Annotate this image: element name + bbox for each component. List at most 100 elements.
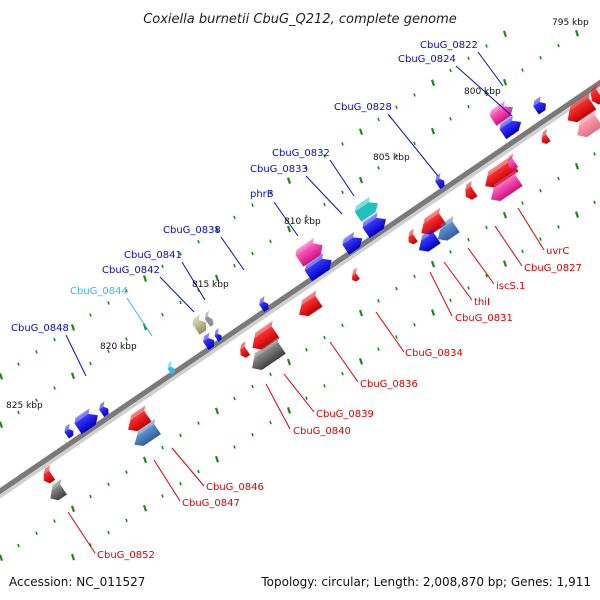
feature-cbug-0847[interactable]: [129, 418, 164, 450]
feature-cbug-0852[interactable]: [45, 478, 71, 503]
feature-small-p1[interactable]: [504, 153, 522, 171]
gene-label-cbug-0852[interactable]: CbuG_0852: [97, 550, 155, 561]
tick-mark: [0, 554, 4, 562]
feature-small-b2-body: [99, 406, 109, 417]
feature-cbug-0841-body: [192, 319, 207, 335]
feature-cbug-0832[interactable]: [352, 195, 381, 222]
tick-mark: [53, 386, 56, 390]
gene-label-cbug-0847[interactable]: CbuG_0847: [182, 498, 240, 509]
feature-small-r3[interactable]: [404, 228, 421, 245]
gene-label-cbug-0834[interactable]: CbuG_0834: [405, 348, 463, 359]
feature-cbug-0836[interactable]: [246, 320, 283, 354]
feature-cbug-0834-body: [299, 295, 323, 317]
kbp-label-805: 805 kbp: [373, 153, 410, 163]
gene-label-cbug-0848[interactable]: CbuG_0848: [11, 323, 69, 334]
tick-mark: [107, 301, 110, 305]
gene-label-thii[interactable]: thiI: [474, 297, 490, 308]
feature-cbug-0823-bevel: [533, 96, 541, 107]
label-leader-line: [329, 341, 359, 383]
feature-small-r4[interactable]: [348, 267, 363, 283]
feature-cbug-0846[interactable]: [122, 405, 155, 435]
tick-mark: [233, 215, 236, 220]
tick-mark: [197, 421, 200, 425]
tick-mark: [179, 252, 182, 256]
gene-label-cbug-0842[interactable]: CbuG_0842: [102, 265, 160, 276]
feature-phrb2[interactable]: [303, 251, 336, 282]
tick-mark: [593, 152, 596, 156]
gene-label-cbug-0824[interactable]: CbuG_0824: [398, 54, 456, 65]
gene-label-uvrc[interactable]: uvrC: [546, 246, 569, 257]
feature-cbug-0824-body: [499, 120, 522, 140]
feature-thii[interactable]: [413, 226, 444, 256]
feature-cbug-0833[interactable]: [360, 211, 389, 239]
feature-cbug-0839[interactable]: [246, 336, 289, 374]
gene-label-cbug-0844[interactable]: CbuG_0844: [70, 286, 128, 297]
gene-label-cbug-0832[interactable]: CbuG_0832: [272, 148, 330, 159]
tick-mark: [502, 78, 508, 86]
tick-mark: [377, 166, 380, 170]
label-leader-line: [283, 373, 315, 413]
feature-cbug-0848[interactable]: [72, 407, 101, 435]
feature-cbug-0836-bevel: [254, 320, 273, 339]
feature-iscs1-bevel: [423, 207, 441, 224]
tick-mark: [305, 347, 308, 352]
gene-label-cbug-0840[interactable]: CbuG_0840: [293, 426, 351, 437]
feature-iscs1[interactable]: [415, 207, 449, 239]
tick-mark: [430, 127, 436, 135]
feature-cbug-0844[interactable]: [165, 361, 178, 375]
gene-label-cbug-0833[interactable]: CbuG_0833: [250, 164, 308, 175]
gene-label-phrb[interactable]: phrB: [250, 189, 274, 200]
feature-small-r5-bevel: [240, 341, 246, 350]
gene-label-cbug-0827[interactable]: CbuG_0827: [524, 263, 582, 274]
feature-phrb[interactable]: [293, 236, 326, 267]
tick-mark: [413, 274, 416, 279]
feature-thii-body: [418, 232, 441, 252]
gene-label-cbug-0841[interactable]: CbuG_0841: [124, 250, 182, 261]
feature-small-b1[interactable]: [212, 328, 225, 342]
gene-label-cbug-0838[interactable]: CbuG_0838: [163, 225, 221, 236]
feature-small-r5[interactable]: [236, 341, 254, 359]
feature-small-r6[interactable]: [39, 465, 59, 485]
feature-cbug-0841[interactable]: [190, 314, 209, 335]
feature-cbug-0842b[interactable]: [201, 332, 218, 350]
gene-label-cbug-0836[interactable]: CbuG_0836: [360, 379, 418, 390]
feature-small-b2[interactable]: [97, 401, 112, 417]
feature-cbug-0842[interactable]: [202, 310, 216, 327]
feature-uvrc-a[interactable]: [561, 92, 599, 126]
tick-mark: [574, 211, 580, 218]
gene-label-iscs-1[interactable]: iscS.1: [496, 281, 525, 292]
feature-uvrc-b[interactable]: [571, 109, 600, 141]
feature-cbug-0834[interactable]: [293, 290, 326, 320]
feature-cbug-0824[interactable]: [497, 114, 524, 140]
tick-mark: [125, 288, 128, 293]
feature-uvrc-c[interactable]: [586, 83, 600, 107]
tick-mark: [0, 421, 4, 429]
feature-small-r2[interactable]: [460, 180, 481, 202]
tick-mark: [70, 505, 76, 513]
label-leader-line: [443, 261, 473, 301]
feature-small-r1[interactable]: [537, 128, 554, 146]
feature-cbug-0833b[interactable]: [340, 230, 366, 255]
feature-iscs1-body: [421, 213, 447, 235]
gene-label-cbug-0831[interactable]: CbuG_0831: [455, 313, 513, 324]
tick-mark: [142, 456, 148, 464]
feature-small-b3[interactable]: [62, 423, 76, 439]
gene-label-cbug-0839[interactable]: CbuG_0839: [316, 409, 374, 420]
tick-mark: [449, 68, 452, 73]
gene-label-cbug-0822[interactable]: CbuG_0822: [420, 40, 478, 51]
feature-cbug-0833-body: [362, 217, 386, 239]
feature-iscs1b[interactable]: [432, 215, 463, 245]
feature-cbug-0823[interactable]: [531, 96, 549, 115]
feature-small-b3-bevel: [64, 423, 70, 432]
feature-cbug-0828[interactable]: [433, 173, 448, 189]
gene-label-cbug-0828[interactable]: CbuG_0828: [334, 102, 392, 113]
feature-cbug-0834-bevel: [301, 290, 317, 306]
kbp-labels: 795 kbp 800 kbp 805 kbp 810 kbp 815 kbp …: [6, 18, 589, 411]
gene-label-cbug-0846[interactable]: CbuG_0846: [206, 482, 264, 493]
feature-small-b2-bevel: [99, 401, 105, 410]
feature-cbug-0832-bevel: [354, 196, 370, 212]
feature-cbug-0838[interactable]: [257, 296, 272, 312]
tick-mark: [286, 358, 292, 366]
feature-cbug-0827b[interactable]: [485, 169, 526, 205]
tick-mark: [286, 225, 292, 233]
